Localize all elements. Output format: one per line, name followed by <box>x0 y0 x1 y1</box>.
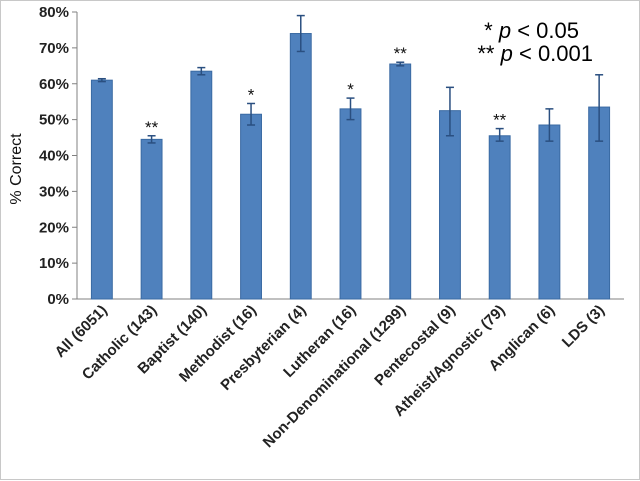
y-tick-label: 0% <box>47 291 69 308</box>
significance-legend: * p < 0.05 ** p < 0.001 <box>477 18 593 66</box>
y-axis-title: % Correct <box>8 133 25 205</box>
bar <box>339 108 362 300</box>
legend-line-1-value: < 0.05 <box>517 18 579 43</box>
bar <box>289 33 312 300</box>
y-tick-label: 70% <box>39 40 69 57</box>
bar <box>538 124 561 300</box>
x-tick-label: Presbyterian (4) <box>217 302 309 394</box>
legend-line-2: ** p < 0.001 <box>477 41 593 66</box>
legend-line-2-stars: ** <box>477 41 495 66</box>
legend-line-2-p: p <box>500 41 513 66</box>
significance-marker: ** <box>394 44 408 63</box>
y-tick-label: 60% <box>39 76 69 93</box>
significance-marker: ** <box>145 118 159 137</box>
bar <box>90 79 113 300</box>
legend-line-2-value: < 0.001 <box>519 41 593 66</box>
significance-markers: *** ***** <box>145 44 507 137</box>
legend-line-1: * p < 0.05 <box>484 18 579 43</box>
y-tick-label: 20% <box>39 219 69 236</box>
significance-marker: * <box>248 85 255 104</box>
bars-group <box>90 33 611 300</box>
bar <box>439 110 461 300</box>
y-tick-label: 40% <box>39 148 69 165</box>
legend-line-1-stars: * <box>484 18 493 43</box>
y-tick-label: 30% <box>39 183 69 200</box>
y-tick-label: 80% <box>39 4 69 21</box>
x-tick-label: LDS (3) <box>559 302 608 351</box>
bar <box>240 113 262 300</box>
y-tick-label: 50% <box>39 112 69 129</box>
y-axis: 0% 10% 20% 30% 40% 50% 60% 70% 80% <box>39 4 624 308</box>
bar <box>389 63 412 300</box>
significance-marker: * <box>347 80 354 99</box>
bar <box>140 138 163 300</box>
bar <box>190 70 213 300</box>
error-bars-group <box>97 14 604 144</box>
bar <box>488 135 511 300</box>
significance-marker: ** <box>493 111 507 130</box>
y-tick-label: 10% <box>39 255 69 272</box>
legend-line-1-p: p <box>498 18 511 43</box>
x-tick-labels: All (6051)Catholic (143)Baptist (140)Met… <box>52 302 608 451</box>
